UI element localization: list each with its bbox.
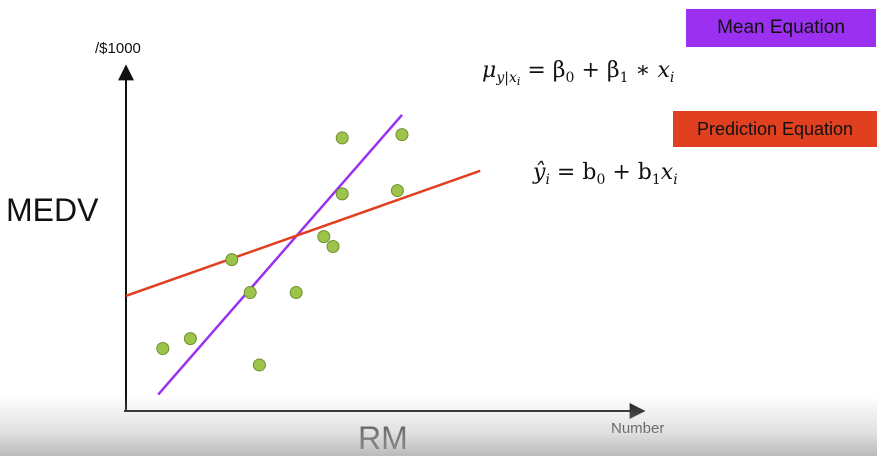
data-point (243, 286, 257, 300)
pred-eq-lhs: ŷ (533, 160, 546, 185)
fit-lines (125, 114, 481, 396)
mean-eq-lhs-subsub: i (516, 75, 521, 88)
mean-eq-tail-sub: i (669, 70, 675, 86)
mean-eq-tail: ∗ x (628, 58, 670, 83)
pred-eq-rhs: = b (556, 160, 597, 185)
data-point (390, 184, 404, 198)
x-axis-label: RM (358, 420, 408, 456)
data-point (317, 230, 331, 244)
pred-eq-mid: + b (605, 160, 652, 185)
mean-eq-rhs: = β (527, 58, 566, 83)
prediction-equation-badge-label: Prediction Equation (696, 118, 854, 139)
pred-eq-lhs-sub: i (545, 172, 550, 188)
data-point (326, 240, 340, 253)
mean-equation-badge-label: Mean Equation (717, 17, 845, 38)
mean-fit-line (157, 114, 403, 396)
data-point (289, 286, 303, 300)
mean-eq-sub0: 0 (565, 70, 575, 86)
pred-eq-sub0: 0 (596, 172, 606, 188)
mean-eq-mid: + β (574, 58, 620, 83)
prediction-equation: ŷi = b0 + b1xi (533, 160, 678, 188)
y-unit-label: /$1000 (95, 40, 141, 57)
y-axis-label: MEDV (6, 192, 99, 228)
mean-equation: μy|xi = β0 + β1 ∗ xi (482, 58, 674, 88)
prediction-fit-line (125, 169, 481, 298)
data-point (225, 253, 239, 267)
mean-eq-lhs: μ (482, 58, 497, 83)
mean-equation-badge: Mean Equation (686, 9, 876, 47)
x-unit-label: Number (611, 420, 665, 437)
data-point (335, 131, 349, 145)
data-point (395, 128, 409, 142)
pred-eq-sub1: 1 (651, 172, 661, 188)
mean-eq-sub1: 1 (619, 70, 629, 86)
prediction-equation-badge: Prediction Equation (673, 111, 877, 147)
mean-eq-lhs-sub: y|x (496, 70, 517, 86)
pred-eq-tail: x (660, 160, 674, 185)
data-point (335, 187, 349, 201)
data-point (183, 332, 197, 346)
data-point (156, 341, 170, 355)
data-point (252, 358, 266, 372)
data-points (156, 128, 409, 372)
pred-eq-tail-sub: i (673, 172, 678, 188)
